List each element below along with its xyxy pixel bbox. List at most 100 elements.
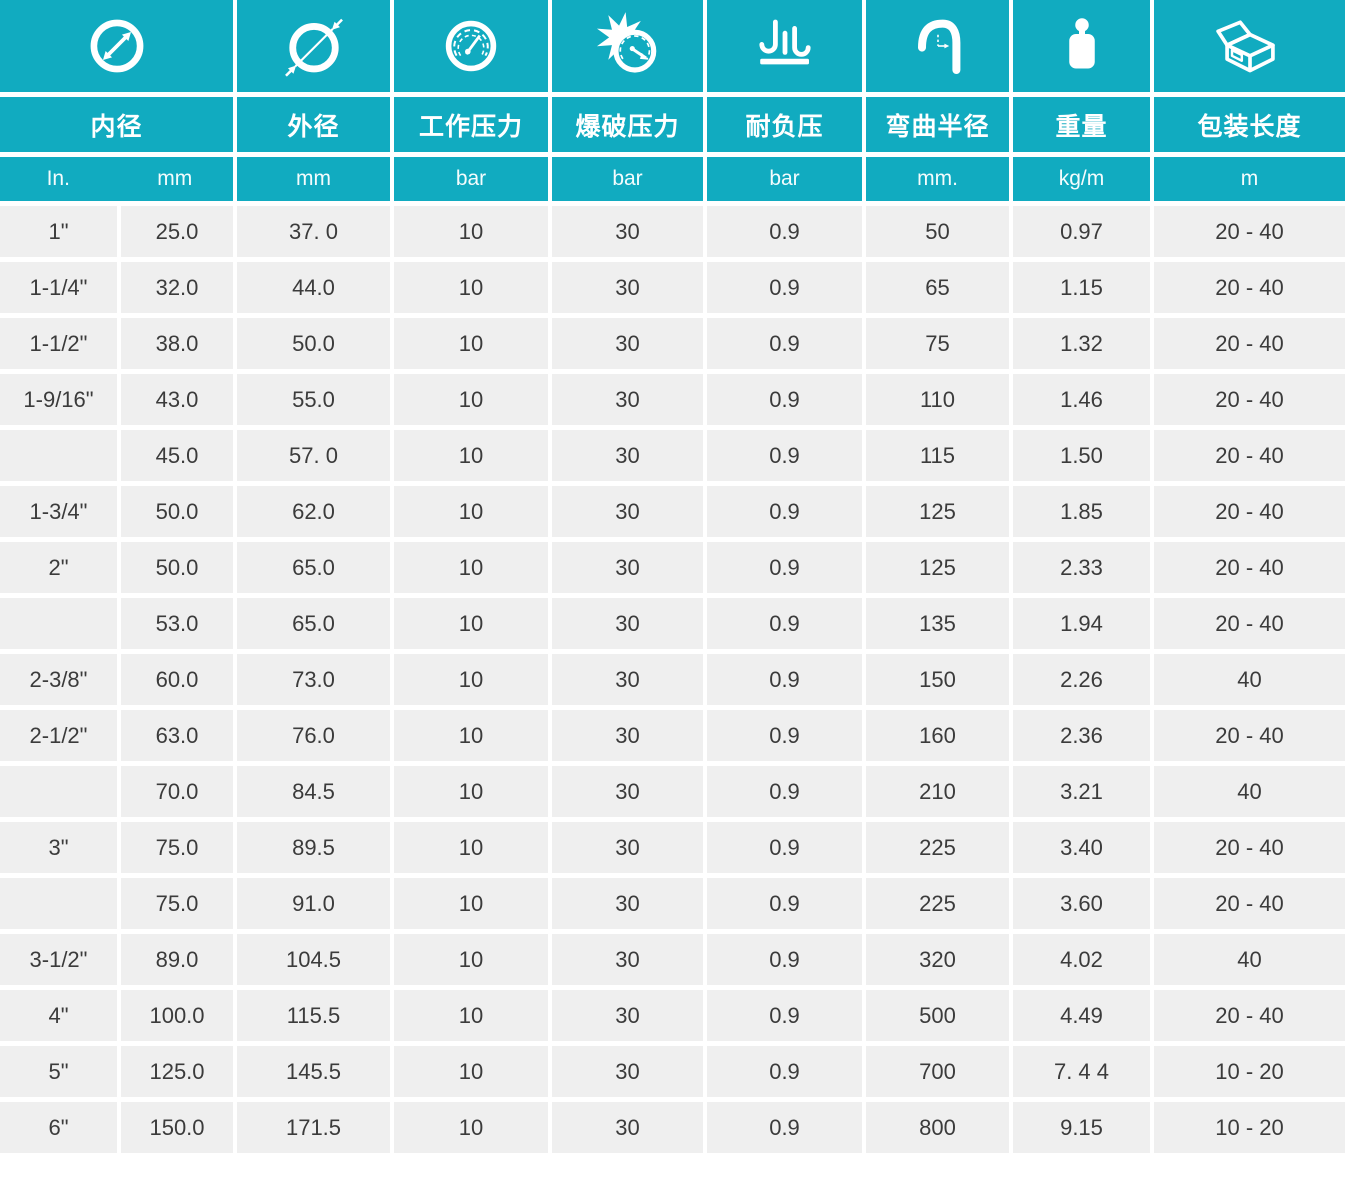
table-cell-row15-bend-radius: 500 [866,990,1009,1041]
unit-cell-burst-pressure: bar [552,157,703,201]
table-cell-row4-bend-radius: 110 [866,374,1009,425]
table-cell-row6-working-pressure: 10 [394,486,548,537]
table-cell-row3-bend-radius: 75 [866,318,1009,369]
table-cell-row11-outer-diameter: 84.5 [237,766,390,817]
table-cell-row10-inner-diameter-mm: 63.0 [121,710,233,761]
table-cell-row5-outer-diameter: 57. 0 [237,430,390,481]
column-header-outer-diameter: 外径 [237,97,390,152]
table-cell-row1-outer-diameter: 37. 0 [237,206,390,257]
table-cell-row12-outer-diameter: 89.5 [237,822,390,873]
outer-diameter-icon [284,18,343,77]
table-cell-row13-bend-radius: 225 [866,878,1009,929]
table-cell-row4-working-pressure: 10 [394,374,548,425]
table-cell-row10-packing-length: 20 - 40 [1154,710,1345,761]
column-icon-cell-vacuum [707,0,862,92]
table-cell-row7-packing-length: 20 - 40 [1154,542,1345,593]
table-cell-row4-packing-length: 20 - 40 [1154,374,1345,425]
table-cell-row1-packing-length: 20 - 40 [1154,206,1345,257]
table-cell-row17-bend-radius: 800 [866,1102,1009,1153]
table-cell-row12-inner-diameter-in: 3" [0,822,117,873]
table-cell-row17-inner-diameter-in: 6" [0,1102,117,1153]
table-cell-row15-weight: 4.49 [1013,990,1150,1041]
unit-cell-bend-radius: mm. [866,157,1009,201]
unit-cell-weight: kg/m [1013,157,1150,201]
table-cell-row10-working-pressure: 10 [394,710,548,761]
table-cell-row10-bend-radius: 160 [866,710,1009,761]
table-cell-row4-burst-pressure: 30 [552,374,703,425]
table-cell-row11-inner-diameter-mm: 70.0 [121,766,233,817]
table-cell-row4-inner-diameter-in: 1-9/16" [0,374,117,425]
table-cell-row16-bend-radius: 700 [866,1046,1009,1097]
package-icon [1215,20,1275,73]
table-cell-row16-outer-diameter: 145.5 [237,1046,390,1097]
table-cell-row3-weight: 1.32 [1013,318,1150,369]
table-cell-row1-working-pressure: 10 [394,206,548,257]
table-cell-row8-inner-diameter-mm: 53.0 [121,598,233,649]
table-cell-row6-inner-diameter-in: 1-3/4" [0,486,117,537]
table-cell-row9-bend-radius: 150 [866,654,1009,705]
column-header-working-pressure: 工作压力 [394,97,548,152]
table-cell-row16-burst-pressure: 30 [552,1046,703,1097]
table-cell-row17-burst-pressure: 30 [552,1102,703,1153]
inner-diameter-icon [90,19,143,73]
table-cell-row8-packing-length: 20 - 40 [1154,598,1345,649]
column-icon-cell-weight [1013,0,1150,92]
table-cell-row3-vacuum: 0.9 [707,318,862,369]
column-header-burst-pressure: 爆破压力 [552,97,703,152]
column-icon-cell-outer-diameter [237,0,390,92]
table-cell-row6-inner-diameter-mm: 50.0 [121,486,233,537]
table-cell-row15-working-pressure: 10 [394,990,548,1041]
table-cell-row1-vacuum: 0.9 [707,206,862,257]
table-cell-row11-packing-length: 40 [1154,766,1345,817]
table-cell-row3-burst-pressure: 30 [552,318,703,369]
table-cell-row10-burst-pressure: 30 [552,710,703,761]
table-cell-row1-bend-radius: 50 [866,206,1009,257]
table-cell-row16-weight: 7. 4 4 [1013,1046,1150,1097]
table-cell-row14-working-pressure: 10 [394,934,548,985]
table-cell-row14-inner-diameter-mm: 89.0 [121,934,233,985]
table-cell-row2-working-pressure: 10 [394,262,548,313]
table-cell-row3-outer-diameter: 50.0 [237,318,390,369]
table-cell-row13-inner-diameter-in [0,878,117,929]
table-cell-row7-inner-diameter-in: 2" [0,542,117,593]
column-header-inner-diameter: 内径 [0,97,233,152]
table-cell-row7-vacuum: 0.9 [707,542,862,593]
table-cell-row2-inner-diameter-in: 1-1/4" [0,262,117,313]
table-cell-row12-burst-pressure: 30 [552,822,703,873]
unit-cell-vacuum: bar [707,157,862,201]
table-cell-row15-packing-length: 20 - 40 [1154,990,1345,1041]
table-cell-row4-weight: 1.46 [1013,374,1150,425]
table-cell-row1-inner-diameter-in: 1" [0,206,117,257]
unit-cell-outer-diameter: mm [237,157,390,201]
table-cell-row15-inner-diameter-mm: 100.0 [121,990,233,1041]
table-cell-row7-inner-diameter-mm: 50.0 [121,542,233,593]
table-cell-row13-working-pressure: 10 [394,878,548,929]
table-cell-row2-vacuum: 0.9 [707,262,862,313]
table-cell-row12-inner-diameter-mm: 75.0 [121,822,233,873]
column-header-vacuum: 耐负压 [707,97,862,152]
unit-cell-packing-length: m [1154,157,1345,201]
table-cell-row7-bend-radius: 125 [866,542,1009,593]
table-cell-row7-weight: 2.33 [1013,542,1150,593]
table-cell-row14-inner-diameter-in: 3-1/2" [0,934,117,985]
table-cell-row17-working-pressure: 10 [394,1102,548,1153]
table-cell-row9-burst-pressure: 30 [552,654,703,705]
table-cell-row8-bend-radius: 135 [866,598,1009,649]
table-cell-row13-inner-diameter-mm: 75.0 [121,878,233,929]
table-cell-row3-working-pressure: 10 [394,318,548,369]
table-cell-row11-bend-radius: 210 [866,766,1009,817]
table-cell-row17-weight: 9.15 [1013,1102,1150,1153]
table-cell-row11-vacuum: 0.9 [707,766,862,817]
table-cell-row14-vacuum: 0.9 [707,934,862,985]
table-cell-row6-weight: 1.85 [1013,486,1150,537]
table-cell-row11-burst-pressure: 30 [552,766,703,817]
table-cell-row10-vacuum: 0.9 [707,710,862,761]
column-header-weight: 重量 [1013,97,1150,152]
table-cell-row7-burst-pressure: 30 [552,542,703,593]
table-cell-row6-burst-pressure: 30 [552,486,703,537]
table-cell-row3-inner-diameter-in: 1-1/2" [0,318,117,369]
table-cell-row15-inner-diameter-in: 4" [0,990,117,1041]
table-cell-row5-working-pressure: 10 [394,430,548,481]
table-cell-row17-vacuum: 0.9 [707,1102,862,1153]
table-cell-row6-bend-radius: 125 [866,486,1009,537]
